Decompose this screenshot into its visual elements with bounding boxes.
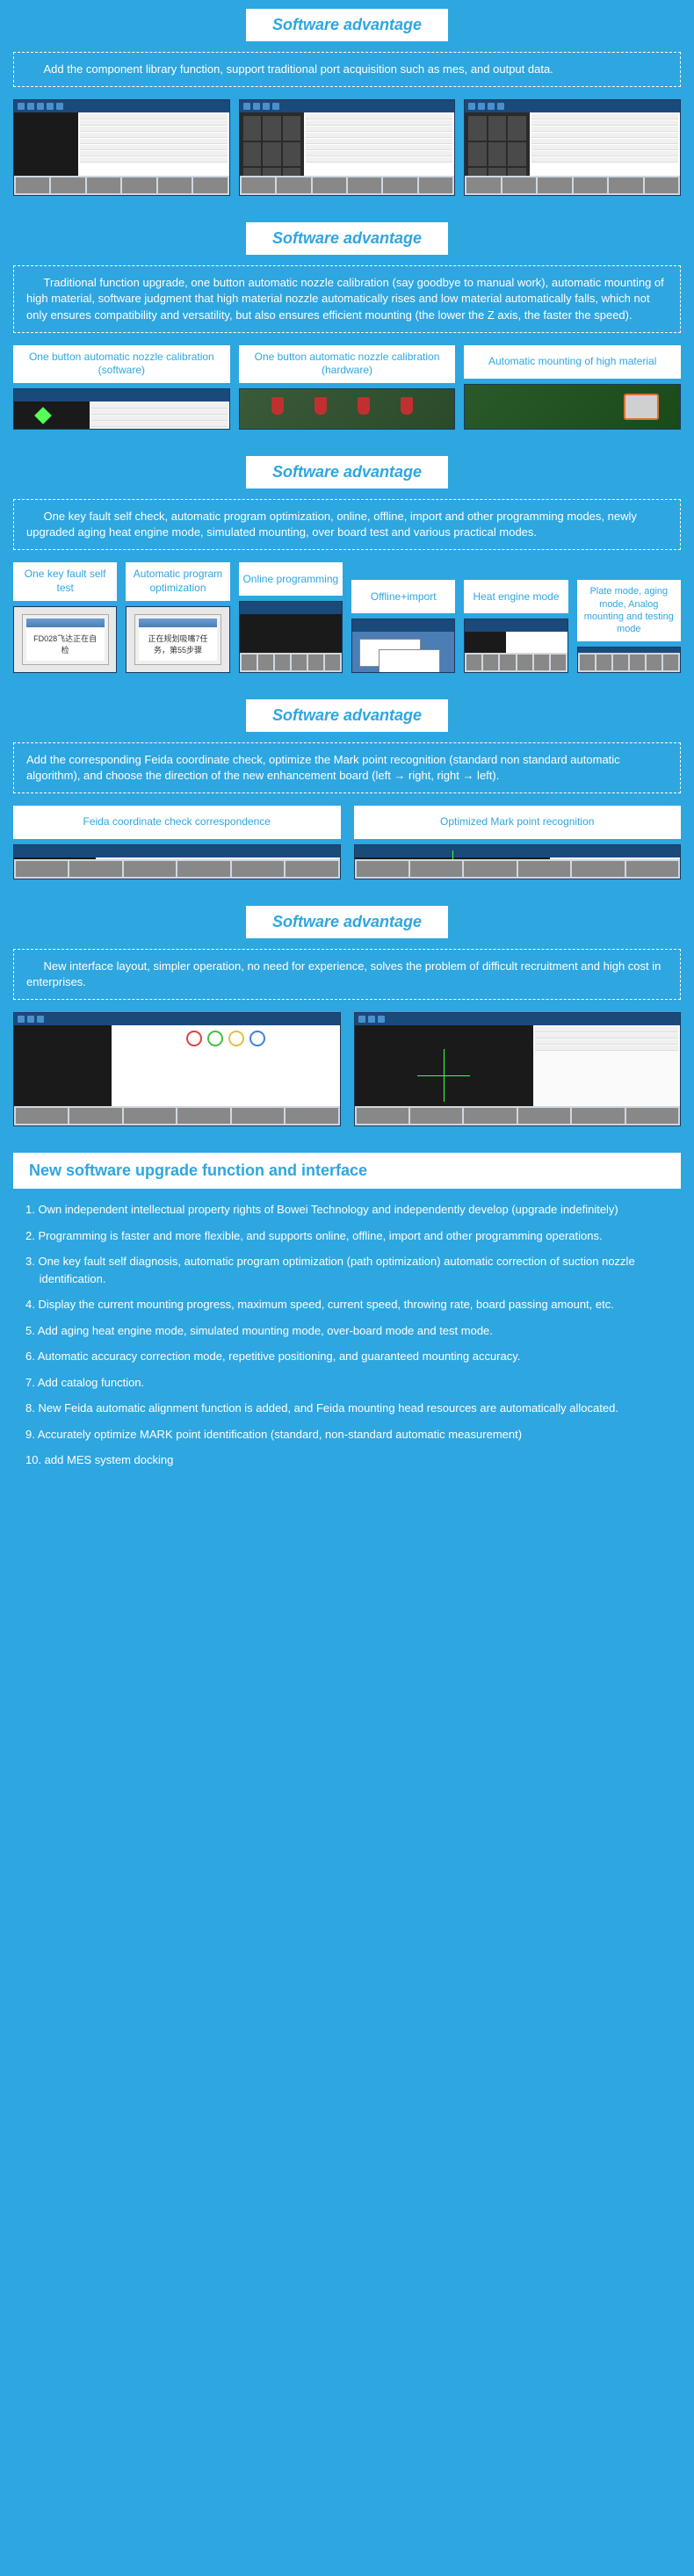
card: Feida coordinate check correspondence [13,806,341,879]
section-desc: Add the corresponding Feida coordinate c… [13,742,681,793]
card: Online programming [239,562,343,672]
section-title: Software advantage [246,906,448,938]
card: Offline+import [351,580,455,672]
dialog-text: FD028飞达正在自检 [26,627,105,661]
section-desc: Add the component library function, supp… [13,52,681,87]
card-grid: One key fault self test FD028飞达正在自检 Auto… [13,562,681,672]
screenshot [354,844,682,879]
screenshot [13,1012,341,1126]
section-3: Software advantage One key fault self ch… [0,447,694,691]
section-4: Software advantage Add the corresponding… [0,691,694,897]
screenshot [577,647,681,673]
section-5: Software advantage New interface layout,… [0,897,694,1144]
card: Plate mode, aging mode, Analog mounting … [577,580,681,672]
section-desc: Traditional function upgrade, one button… [13,265,681,333]
features-title: New software upgrade function and interf… [13,1153,681,1189]
feature-item: 1. Own independent intellectual property… [25,1201,669,1219]
section-desc: One key fault self check, automatic prog… [13,499,681,550]
card: Heat engine mode [464,580,567,672]
card: One button automatic nozzle calibration … [13,345,230,430]
features-list: 1. Own independent intellectual property… [13,1201,681,1469]
screenshot [13,99,230,196]
feature-item: 4. Display the current mounting progress… [25,1296,669,1313]
screenshot [464,99,681,196]
card: Automatic program optimization 正在规划吸嘴7任务… [126,562,229,672]
feature-item: 10. add MES system docking [25,1451,669,1469]
section-1: Software advantage Add the component lib… [0,0,694,213]
screenshot-row [13,1012,681,1126]
screenshot [351,619,455,672]
screenshot [13,388,230,430]
screenshot [239,99,456,196]
section-desc: New interface layout, simpler operation,… [13,949,681,1000]
card-label: Plate mode, aging mode, Analog mounting … [577,580,681,640]
section-title: Software advantage [246,456,448,488]
screenshot [354,1012,682,1126]
card-row: Feida coordinate check correspondence Op… [13,806,681,879]
feature-item: 2. Programming is faster and more flexib… [25,1227,669,1245]
card-label: Online programming [239,562,343,596]
feature-item: 7. Add catalog function. [25,1374,669,1392]
card: One button automatic nozzle calibration … [239,345,456,430]
card: One key fault self test FD028飞达正在自检 [13,562,117,672]
card-label: Automatic mounting of high material [464,345,681,379]
card-label: Optimized Mark point recognition [354,806,682,839]
card-label: Automatic program optimization [126,562,229,600]
feature-item: 3. One key fault self diagnosis, automat… [25,1253,669,1287]
card-label: One button automatic nozzle calibration … [13,345,230,383]
card-label: Feida coordinate check correspondence [13,806,341,839]
screenshot: 正在规划吸嘴7任务，第55步骤 [126,606,229,673]
feature-item: 8. New Feida automatic alignment functio… [25,1400,669,1417]
screenshot-row [13,99,681,196]
feature-item: 5. Add aging heat engine mode, simulated… [25,1322,669,1340]
screenshot [239,601,343,672]
section-title: Software advantage [246,9,448,41]
section-title: Software advantage [246,699,448,732]
screenshot [464,384,681,430]
card-row: One button automatic nozzle calibration … [13,345,681,430]
card-label: Heat engine mode [464,580,567,613]
screenshot: FD028飞达正在自检 [13,606,117,673]
screenshot [13,844,341,879]
card-label: One key fault self test [13,562,117,600]
screenshot [464,619,567,672]
feature-item: 9. Accurately optimize MARK point identi… [25,1426,669,1444]
card: Optimized Mark point recognition [354,806,682,879]
card-label: Offline+import [351,580,455,613]
feature-item: 6. Automatic accuracy correction mode, r… [25,1348,669,1365]
card: Automatic mounting of high material [464,345,681,430]
card-label: One button automatic nozzle calibration … [239,345,456,383]
dialog-text: 正在规划吸嘴7任务，第55步骤 [139,627,217,661]
section-2: Software advantage Traditional function … [0,213,694,447]
section-title: Software advantage [246,222,448,255]
features-section: New software upgrade function and interf… [0,1144,694,1495]
screenshot [239,388,456,430]
